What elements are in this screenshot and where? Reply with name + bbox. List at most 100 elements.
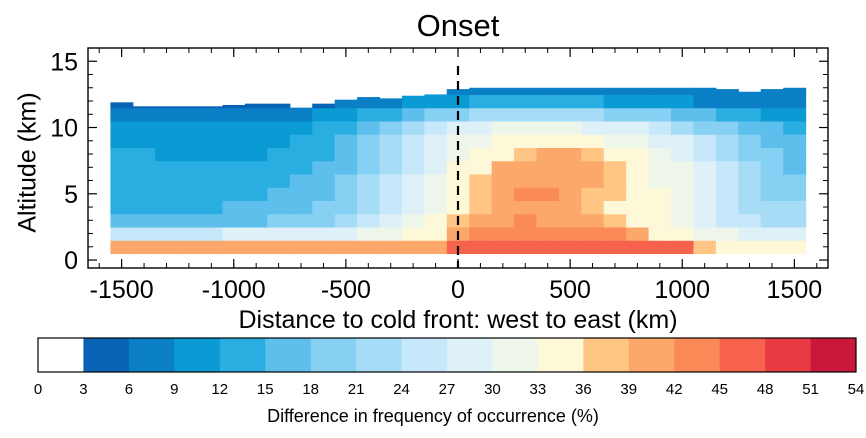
heatmap-cell	[581, 160, 605, 175]
heatmap-cell	[626, 226, 650, 241]
heatmap-cell	[536, 120, 560, 135]
heatmap-cell	[581, 94, 605, 109]
heatmap-cell	[603, 87, 627, 95]
heatmap-cell	[110, 213, 134, 228]
heatmap-cell	[200, 160, 224, 175]
heatmap-cell	[671, 94, 695, 109]
heatmap-cell	[469, 160, 493, 175]
heatmap-cell	[626, 160, 650, 175]
heatmap-cell	[648, 187, 672, 202]
heatmap-cell	[222, 134, 246, 148]
heatmap-cell	[200, 147, 224, 162]
heatmap-cell	[177, 147, 201, 162]
heatmap-cell	[312, 134, 336, 148]
heatmap-cell	[536, 94, 560, 109]
heatmap-cell	[469, 87, 493, 95]
heatmap-cell	[469, 120, 493, 135]
heatmap-cell	[155, 120, 179, 135]
heatmap-cell	[469, 173, 493, 188]
heatmap-cell	[783, 200, 807, 215]
heatmap-cell	[715, 89, 739, 95]
heatmap-cell	[715, 213, 739, 228]
heatmap-cell	[289, 200, 313, 215]
heatmap-cell	[155, 200, 179, 215]
heatmap-cell	[200, 226, 224, 241]
heatmap-cell	[760, 200, 784, 215]
heatmap-cell	[738, 240, 762, 255]
heatmap-cell	[715, 120, 739, 135]
heatmap-cell	[155, 147, 179, 162]
heatmap-cell	[783, 160, 807, 175]
heatmap-cell	[334, 173, 358, 188]
heatmap-cell	[581, 200, 605, 215]
heatmap-cell	[536, 213, 560, 228]
heatmap-cell	[558, 147, 582, 162]
heatmap-cell	[693, 200, 717, 215]
heatmap-cell	[379, 226, 403, 241]
heatmap-cell	[132, 106, 156, 109]
heatmap-cell	[424, 240, 448, 255]
heatmap-cell	[177, 200, 201, 215]
heatmap-cell	[334, 200, 358, 215]
heatmap-cell	[401, 95, 425, 109]
heatmap-cell	[312, 187, 336, 202]
heatmap-cell	[312, 160, 336, 175]
colorbar-tick-label: 36	[575, 381, 592, 398]
heatmap-cell	[312, 240, 336, 255]
heatmap-cell	[177, 226, 201, 241]
heatmap-cell	[379, 147, 403, 162]
heatmap-cell	[738, 160, 762, 175]
heatmap-cell	[648, 240, 672, 255]
heatmap-cell	[200, 173, 224, 188]
heatmap-cell	[379, 213, 403, 228]
heatmap-cell	[312, 147, 336, 162]
heatmap-cell	[244, 240, 268, 255]
colorbar-tick-label: 24	[393, 381, 410, 398]
heatmap-cell	[760, 226, 784, 241]
heatmap-cell	[401, 173, 425, 188]
heatmap-cell	[738, 94, 762, 109]
colorbar-swatch	[38, 338, 84, 372]
heatmap-cell	[357, 200, 381, 215]
heatmap-cell	[693, 87, 717, 95]
heatmap-cell	[536, 226, 560, 241]
heatmap-cell	[469, 187, 493, 202]
heatmap-cell	[401, 107, 425, 122]
heatmap-cell	[334, 147, 358, 162]
colorbar-swatch	[628, 338, 675, 372]
heatmap-cell	[267, 187, 291, 202]
heatmap-cell	[289, 187, 313, 202]
heatmap-cell	[110, 226, 134, 241]
heatmap-cell	[671, 134, 695, 148]
heatmap-cell	[289, 213, 313, 228]
heatmap-cell	[491, 200, 515, 215]
heatmap-cell	[648, 200, 672, 215]
heatmap-cell	[244, 107, 268, 122]
heatmap-cell	[267, 103, 291, 109]
heatmap-cell	[626, 94, 650, 109]
heatmap-cell	[648, 107, 672, 122]
colorbar-swatch	[174, 338, 221, 372]
heatmap-cell	[738, 91, 762, 95]
heatmap-cell	[312, 107, 336, 122]
heatmap-cell	[536, 187, 560, 202]
heatmap-cell	[155, 187, 179, 202]
colorbar-tick-label: 3	[79, 381, 87, 398]
heatmap-cell	[177, 240, 201, 255]
heatmap-cell	[132, 226, 156, 241]
heatmap-cell	[783, 107, 807, 122]
heatmap-cell	[244, 187, 268, 202]
heatmap-cell	[626, 147, 650, 162]
heatmap-cell	[715, 107, 739, 122]
heatmap-cell	[312, 226, 336, 241]
colorbar-swatch	[583, 338, 630, 372]
heatmap-cell	[558, 226, 582, 241]
heatmap-cell	[177, 106, 201, 109]
heatmap-cell	[424, 200, 448, 215]
heatmap-cell	[760, 120, 784, 135]
heatmap-cell	[626, 213, 650, 228]
heatmap-cell	[671, 240, 695, 255]
heatmap-cell	[177, 213, 201, 228]
heatmap-cell	[132, 200, 156, 215]
heatmap-cell	[132, 187, 156, 202]
